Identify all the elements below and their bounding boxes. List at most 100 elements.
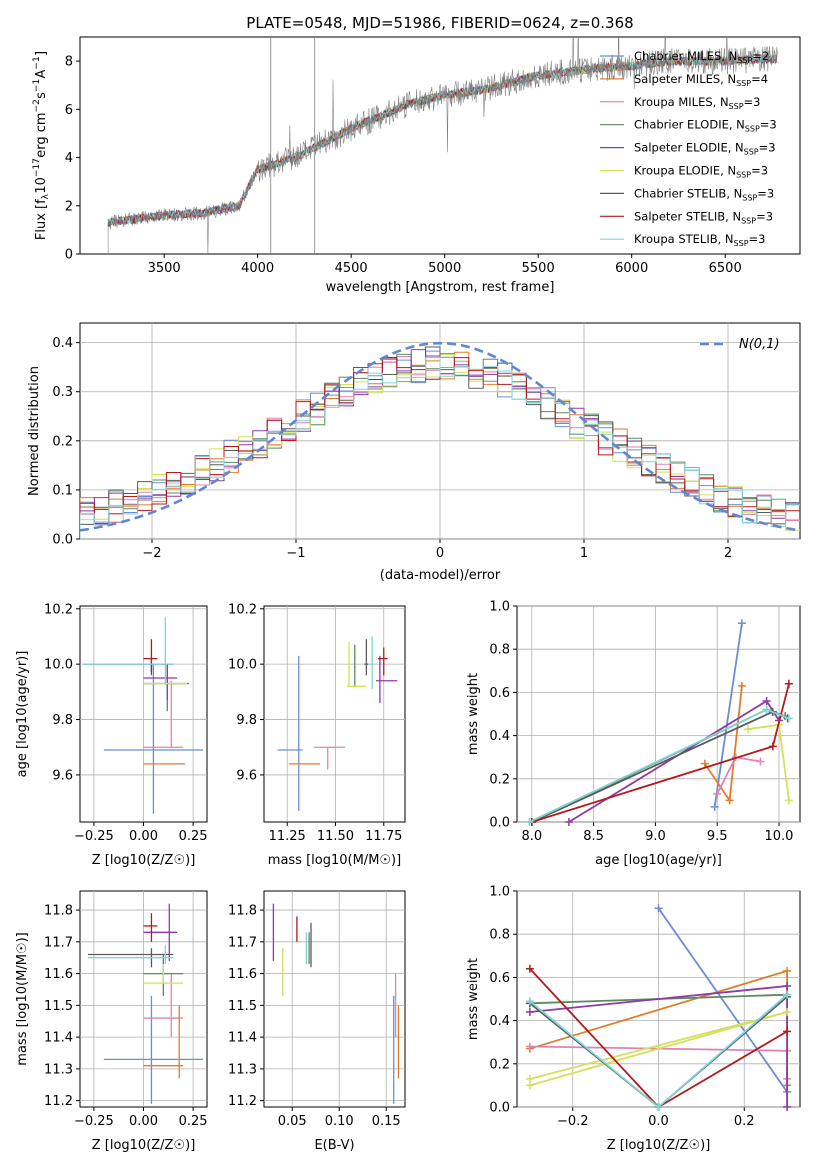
mass-age-panel: 11.25 11.50 11.75 9.6 9.8 10.0 10.2 mass [log10… xyxy=(228,602,406,868)
weight-point-marker xyxy=(525,818,534,826)
spectrum-ylabel-part: s xyxy=(34,92,49,99)
histogram-ytick-label: 0.4 xyxy=(52,336,73,351)
legend-label: Chabrier MILES, NSSP=2 xyxy=(634,49,769,65)
weight-series-line xyxy=(713,623,743,808)
z-age-panel: −0.25 0.00 0.25 9.6 9.8 10.0 10.2 Z [log10(Z/Z☉… xyxy=(15,602,208,868)
z-mass-ytick-label: 11.3 xyxy=(44,1062,73,1077)
weight-point-marker xyxy=(713,789,722,798)
spectrum-ylabel-part: ] xyxy=(34,51,49,56)
z-age-ylabel: age [log10(age/yr)] xyxy=(15,651,30,778)
age-weight-ytick-label: 0.0 xyxy=(489,816,510,831)
legend-label-part: =2 xyxy=(752,49,769,63)
z-age-plot-area xyxy=(83,617,204,814)
spectrum-xtick-label: 5000 xyxy=(428,261,461,276)
ebv-mass-xtick-label: 0.05 xyxy=(278,1114,307,1129)
weight-point-marker xyxy=(700,759,709,768)
weight-point-marker xyxy=(710,802,719,811)
age-weight-ylabel: mass weight xyxy=(466,673,481,755)
spectrum-xtick-label: 6000 xyxy=(615,261,648,276)
weight-point-marker xyxy=(784,796,793,805)
weight-point-marker xyxy=(762,697,771,706)
mass-age-xtick-label: 11.50 xyxy=(317,829,354,844)
histogram-xtick-label: 1 xyxy=(580,546,588,561)
spectrum-panel: 3500 4000 4500 5000 5500 6000 6500 0 2 4 6 8 wavelen… xyxy=(32,36,801,295)
spectrum-xtick-label: 4500 xyxy=(335,261,368,276)
legend-label-part: Kroupa MILES, N xyxy=(634,95,729,109)
legend-label-part: Chabrier MILES, N xyxy=(634,49,737,63)
legend-label: Kroupa STELIB, NSSP=3 xyxy=(634,232,765,248)
age-weight-xtick-label: 10.0 xyxy=(765,829,794,844)
z-mass-ytick-label: 11.7 xyxy=(44,935,73,950)
age-weight-xtick-label: 8.0 xyxy=(521,829,542,844)
ebv-mass-ytick-label: 11.7 xyxy=(228,935,257,950)
spectrum-ytick-label: 2 xyxy=(65,199,73,214)
spectrum-ylabel: Flux [fλ 10−17 erg cm−2 s−1 A−1 ] xyxy=(32,51,51,240)
weight-point-marker xyxy=(783,1007,792,1016)
histogram-xtick-label: 2 xyxy=(724,546,732,561)
histogram-xtick-label: −1 xyxy=(286,546,305,561)
z-mass-ytick-label: 11.8 xyxy=(44,904,73,919)
weight-point-marker xyxy=(525,964,534,973)
weight-point-marker xyxy=(744,725,753,734)
histogram-plot-area xyxy=(80,341,800,539)
model-spectrum-line xyxy=(107,54,778,227)
mass-age-xtick-label: 11.25 xyxy=(269,829,306,844)
weight-point-marker xyxy=(768,742,777,751)
weight-series-line xyxy=(657,907,788,1093)
z-weight-panel: −0.2 0.0 0.2 0.0 0.2 0.4 0.6 0.8 1.0 Z [log10(Z/Z… xyxy=(466,885,801,1153)
legend-label-part: =3 xyxy=(760,118,777,132)
ebv-mass-xtick-label: 0.15 xyxy=(372,1114,401,1129)
mass-age-xtick-label: 11.75 xyxy=(365,829,402,844)
age-weight-xlabel: age [log10(age/yr)] xyxy=(595,853,722,868)
ebv-mass-ytick-label: 11.3 xyxy=(228,1062,257,1077)
age-weight-ytick-label: 1.0 xyxy=(489,600,510,615)
z-mass-ytick-label: 11.5 xyxy=(44,999,73,1014)
z-age-xtick-label: 0.00 xyxy=(129,829,158,844)
z-weight-xtick-label: 0.0 xyxy=(648,1114,669,1129)
z-age-ytick-label: 9.8 xyxy=(52,713,73,728)
legend-label: Kroupa MILES, NSSP=3 xyxy=(634,95,760,111)
age-weight-ytick-label: 0.4 xyxy=(489,729,510,744)
z-mass-ytick-label: 11.6 xyxy=(44,967,73,982)
legend-label-sub: SSP xyxy=(729,102,744,111)
spectrum-xtick-label: 6500 xyxy=(709,261,742,276)
ebv-mass-ytick-label: 11.5 xyxy=(228,999,257,1014)
age-weight-ytick-label: 0.2 xyxy=(489,772,510,787)
age-weight-panel: 8.0 8.5 9.0 9.5 10.0 0.0 0.2 0.4 0.6 0.8 1.0 age [l… xyxy=(466,600,801,868)
histogram-ylabel: Normed distribution xyxy=(27,366,42,496)
age-weight-xtick-label: 9.0 xyxy=(645,829,666,844)
histogram-ytick-label: 0.0 xyxy=(52,533,73,548)
z-age-ytick-label: 9.6 xyxy=(52,768,73,783)
mass-age-ytick-label: 9.6 xyxy=(236,768,257,783)
legend-label: Salpeter STELIB, NSSP=3 xyxy=(634,209,773,225)
spectrum-ytick-label: 0 xyxy=(65,248,73,263)
z-weight-ytick-label: 0.4 xyxy=(489,1014,510,1029)
z-age-xtick-label: 0.25 xyxy=(179,829,208,844)
z-age-ytick-label: 10.0 xyxy=(44,658,73,673)
weight-point-marker xyxy=(737,681,746,690)
legend-label-part: =3 xyxy=(751,164,768,178)
weight-point-marker xyxy=(783,1027,792,1036)
weight-point-marker xyxy=(784,714,793,723)
weight-point-marker xyxy=(756,757,765,766)
ebv-mass-ytick-label: 11.2 xyxy=(228,1094,257,1109)
weight-point-marker xyxy=(654,1103,663,1111)
spectrum-ytick-label: 4 xyxy=(65,151,73,166)
age-weight-ytick-label: 0.8 xyxy=(489,643,510,658)
spectrum-xtick-label: 3500 xyxy=(148,261,181,276)
spectrum-ylabel-part: 10 xyxy=(34,177,49,194)
spectrum-panel-frame xyxy=(79,36,801,255)
gaussian-legend-label: N(0,1) xyxy=(739,337,780,352)
z-mass-panel: −0.25 0.00 0.25 11.2 11.3 11.4 11.5 11.6 11.7 11.… xyxy=(15,890,208,1153)
mass-age-xlabel: mass [log10(M/M☉)] xyxy=(268,853,401,868)
legend-label-sub: SSP xyxy=(745,125,760,134)
z-weight-ytick-label: 0.8 xyxy=(489,928,510,943)
weight-point-marker xyxy=(525,997,534,1006)
z-weight-xtick-label: −0.2 xyxy=(557,1114,589,1129)
observed-spectrum-line xyxy=(107,37,778,254)
legend-label: Kroupa ELODIE, NSSP=3 xyxy=(634,164,768,180)
age-weight-xtick-label: 9.5 xyxy=(707,829,728,844)
spectrum-ytick-label: 8 xyxy=(65,55,73,70)
weight-point-marker xyxy=(783,966,792,975)
